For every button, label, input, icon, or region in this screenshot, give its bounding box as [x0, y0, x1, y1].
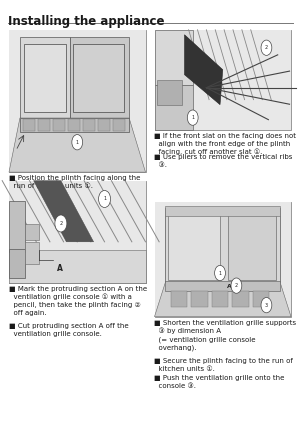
Bar — [157, 80, 182, 105]
Polygon shape — [9, 118, 146, 172]
Text: ■ If the front slat on the facing does not
  align with the front edge of the pl: ■ If the front slat on the facing does n… — [154, 133, 296, 156]
Bar — [171, 292, 187, 307]
Text: A: A — [227, 284, 232, 289]
Bar — [9, 249, 26, 278]
Bar — [83, 119, 95, 131]
Text: Installing the appliance: Installing the appliance — [8, 15, 164, 28]
Circle shape — [55, 215, 67, 232]
Text: A: A — [57, 264, 63, 273]
Circle shape — [214, 265, 225, 280]
Text: ■ Mark the protruding section A on the
  ventilation grille console ① with a
  p: ■ Mark the protruding section A on the v… — [9, 286, 147, 316]
Bar — [24, 44, 66, 112]
Polygon shape — [34, 181, 94, 242]
Bar — [154, 30, 193, 85]
Bar — [20, 118, 129, 132]
Circle shape — [231, 278, 242, 293]
Bar — [26, 224, 39, 240]
Bar — [191, 292, 208, 307]
Bar — [154, 202, 291, 317]
Bar — [154, 202, 291, 317]
Polygon shape — [20, 37, 70, 118]
Text: ■ Push the ventilation grille onto the
  console ③.: ■ Push the ventilation grille onto the c… — [154, 375, 285, 389]
Text: 2: 2 — [59, 221, 62, 226]
Bar — [53, 119, 65, 131]
Text: ■ Use pliers to remove the vertical ribs
  ③.: ■ Use pliers to remove the vertical ribs… — [154, 154, 293, 168]
Text: 1: 1 — [103, 196, 106, 201]
Circle shape — [261, 40, 272, 55]
Bar — [98, 119, 110, 131]
Bar — [165, 281, 280, 292]
Bar — [9, 201, 26, 252]
Bar — [212, 292, 228, 307]
Bar — [113, 119, 125, 131]
Circle shape — [99, 190, 111, 207]
Text: 1: 1 — [218, 271, 222, 275]
Text: 1: 1 — [191, 115, 194, 120]
Bar — [9, 181, 146, 283]
Bar — [68, 119, 80, 131]
Bar — [165, 207, 280, 215]
Polygon shape — [9, 250, 146, 283]
Bar — [9, 181, 146, 283]
Bar — [168, 211, 220, 280]
Text: 2: 2 — [235, 283, 238, 288]
Bar — [26, 242, 39, 264]
Polygon shape — [70, 37, 129, 118]
Circle shape — [261, 298, 272, 313]
Bar — [9, 30, 146, 172]
Text: ■ Secure the plinth facing to the run of
  kitchen units ①.: ■ Secure the plinth facing to the run of… — [154, 358, 293, 372]
Bar — [154, 30, 291, 130]
Bar — [154, 30, 291, 130]
Bar — [73, 44, 124, 112]
Circle shape — [187, 110, 198, 125]
Text: ■ Cut protruding section A off the
  ventilation grille console.: ■ Cut protruding section A off the venti… — [9, 323, 129, 337]
Polygon shape — [154, 282, 291, 317]
Polygon shape — [184, 35, 223, 105]
Bar — [38, 119, 50, 131]
Text: ■ Shorten the ventilation grille supports
  ③ by dimension A
  (= ventilation gr: ■ Shorten the ventilation grille support… — [154, 320, 297, 351]
Text: 1: 1 — [76, 140, 79, 145]
Bar — [253, 292, 269, 307]
Bar — [232, 292, 249, 307]
Bar — [154, 85, 193, 130]
Bar — [23, 119, 35, 131]
Bar — [9, 30, 146, 172]
Text: 2: 2 — [265, 45, 268, 50]
Bar — [165, 207, 280, 282]
Bar — [228, 211, 276, 280]
Circle shape — [72, 135, 83, 150]
Text: ■ Position the plinth facing along the
  run of kitchen units ①.: ■ Position the plinth facing along the r… — [9, 175, 140, 189]
Text: 3: 3 — [265, 303, 268, 308]
